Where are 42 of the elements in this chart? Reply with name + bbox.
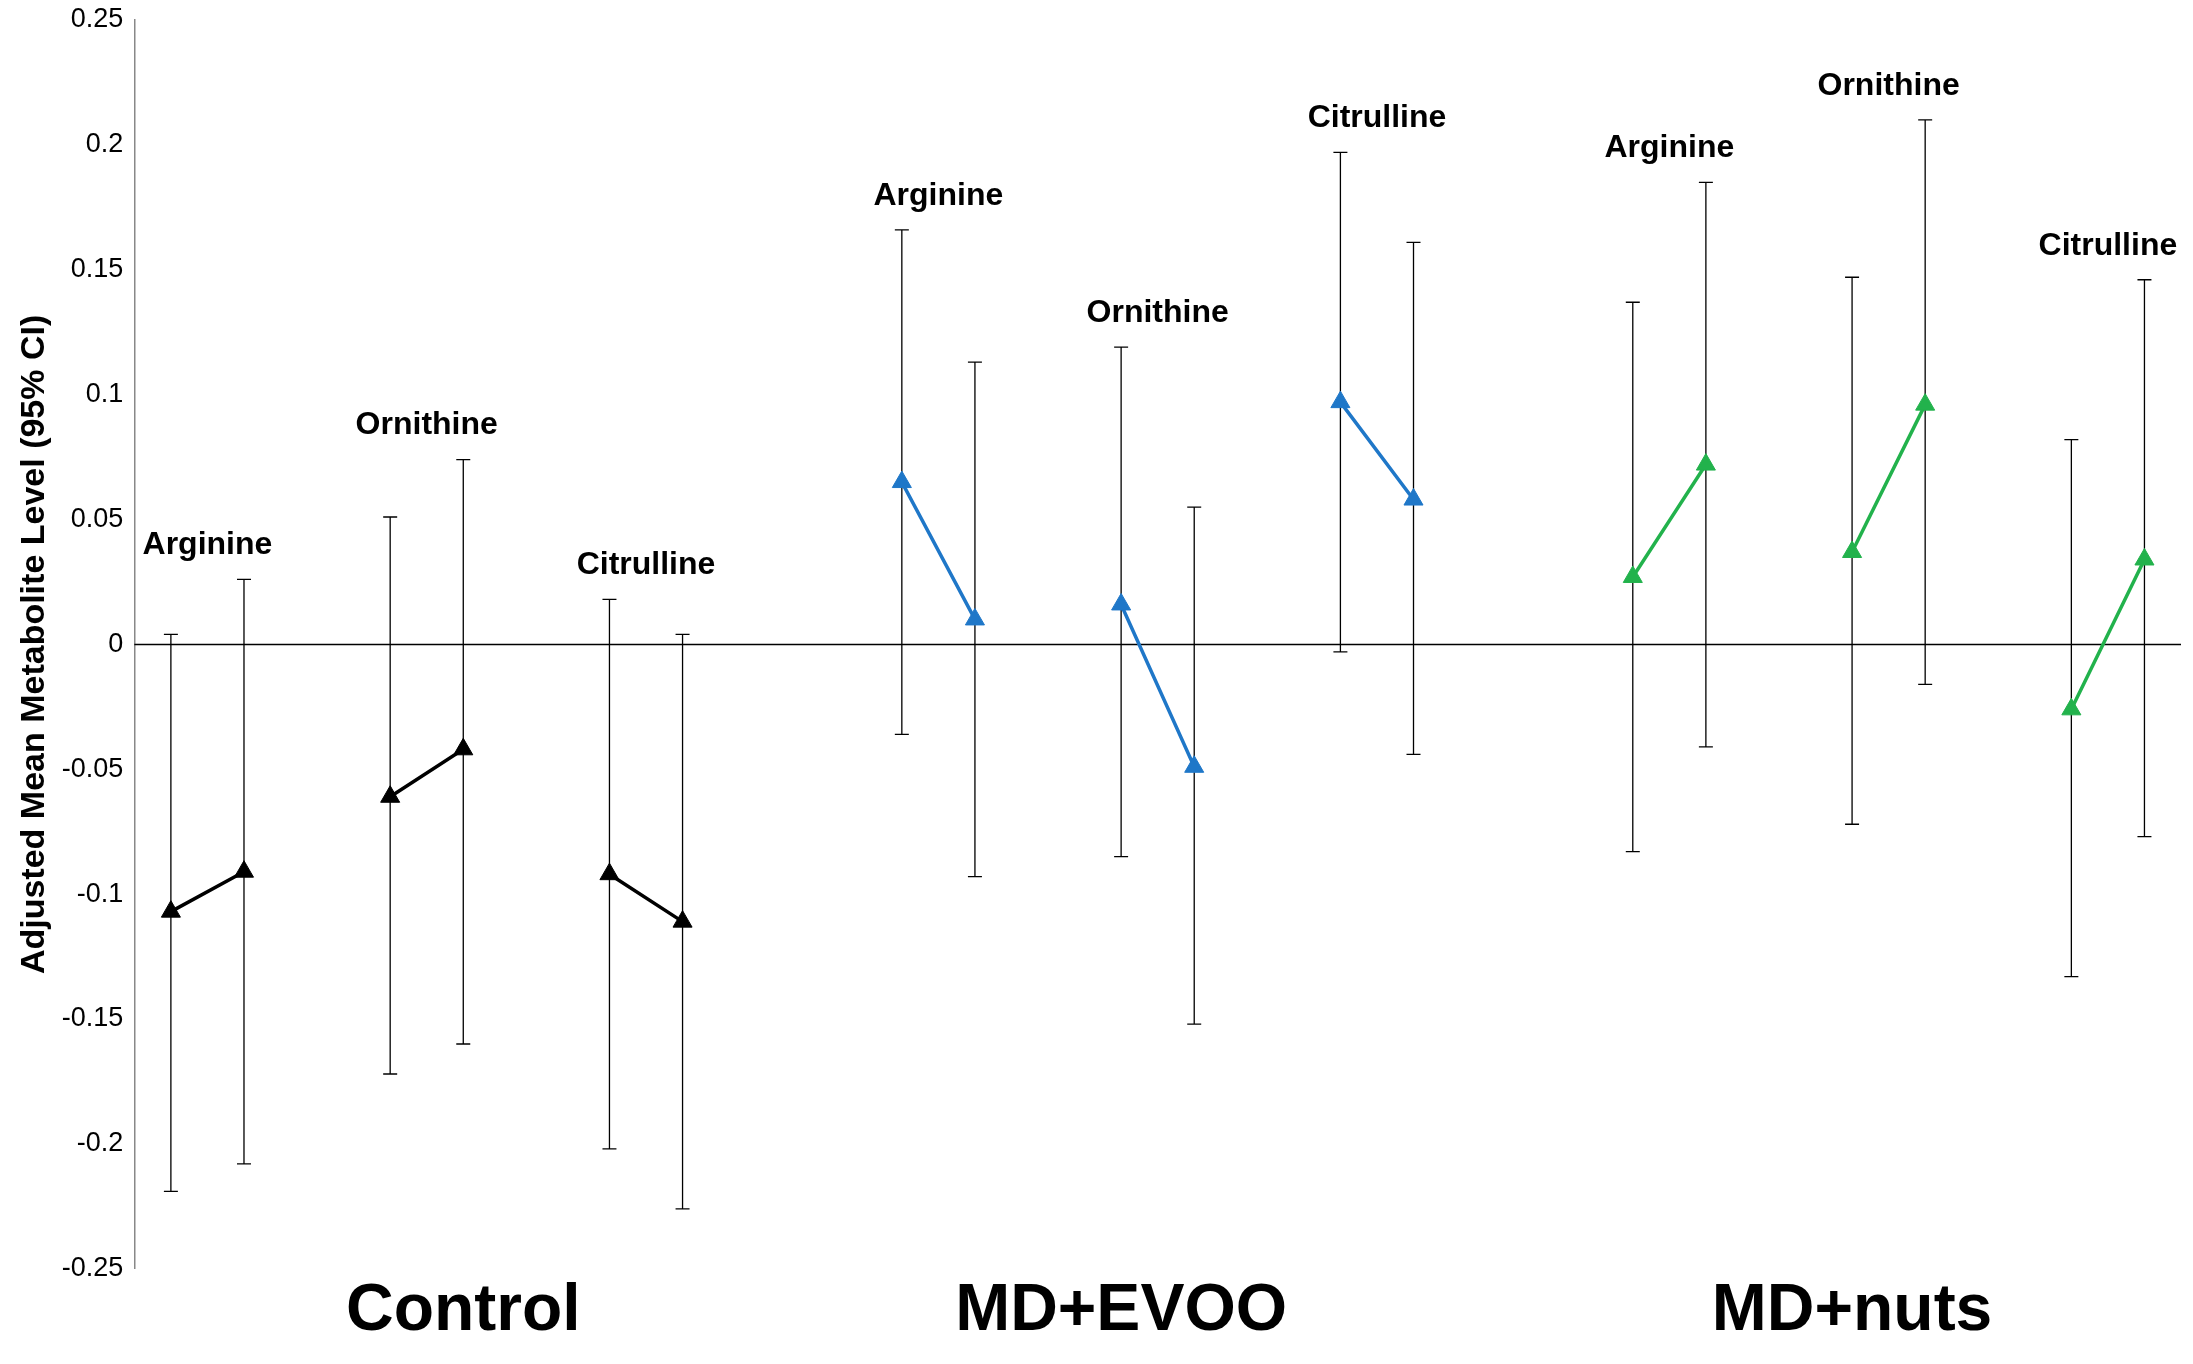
point [1622, 565, 1643, 583]
point [1915, 393, 1936, 411]
annotation: Ornithine [355, 405, 498, 442]
point [599, 862, 620, 881]
y-tick-label: -0.05 [61, 752, 124, 783]
point [1330, 390, 1351, 409]
point [1695, 453, 1716, 471]
annotation: Arginine [142, 525, 273, 562]
y-tick-label: -0.15 [61, 1002, 124, 1033]
annotation: Citrulline [1307, 98, 1447, 135]
annotation: Citrulline [576, 545, 716, 582]
point [453, 737, 474, 756]
point [380, 785, 401, 803]
point [672, 910, 693, 928]
x-tick-label: Control [345, 1269, 581, 1344]
annotation: Ornithine [1086, 293, 1229, 330]
y-tick-label: 0.1 [85, 378, 124, 409]
point [891, 470, 912, 489]
point [1842, 540, 1863, 558]
x-tick-label: MD+EVOO [955, 1269, 1288, 1344]
annotation: Citrulline [2038, 225, 2178, 262]
point [1111, 592, 1132, 611]
y-tick-label: 0.05 [70, 502, 124, 533]
point [2134, 547, 2155, 566]
point [233, 860, 255, 878]
point [1403, 488, 1424, 506]
y-axis-title: Adjusted Mean Metabolite Level (95% CI) [12, 314, 51, 975]
point [964, 607, 985, 626]
y-tick-label: -0.25 [61, 1252, 124, 1283]
y-tick-label: 0.2 [85, 128, 124, 159]
y-tick-label: 0.15 [70, 253, 124, 284]
point [160, 900, 181, 918]
y-tick-label: -0.2 [76, 1127, 124, 1158]
x-tick-label: MD+nuts [1711, 1269, 1993, 1344]
annotation: Ornithine [1817, 65, 1960, 102]
point [1184, 755, 1205, 773]
y-tick-label: -0.1 [76, 877, 124, 908]
point [2061, 697, 2082, 716]
annotation: Arginine [873, 175, 1004, 212]
y-tick-label: 0.25 [70, 3, 124, 34]
annotation: Arginine [1604, 128, 1735, 165]
y-tick-label: 0 [108, 627, 124, 658]
